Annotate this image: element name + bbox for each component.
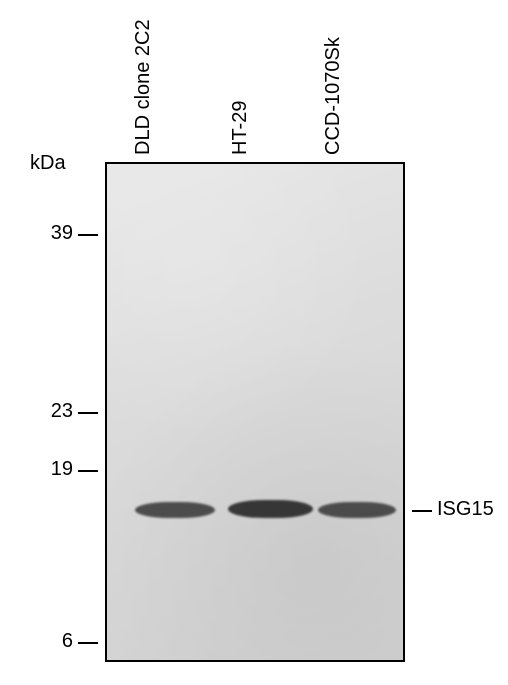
protein-label: ISG15 — [437, 498, 494, 521]
band-lane-2 — [228, 500, 313, 518]
mw-marker-6: 6 — [55, 630, 73, 653]
mw-marker-23: 23 — [43, 400, 73, 423]
mw-tick-39 — [78, 234, 98, 236]
axis-unit-label: kDa — [30, 152, 66, 175]
mw-tick-19 — [78, 470, 98, 472]
lane-label-1: DLD clone 2C2 — [132, 19, 155, 155]
mw-tick-6 — [78, 642, 98, 644]
band-lane-1 — [135, 502, 215, 518]
mw-marker-19: 19 — [43, 458, 73, 481]
mw-tick-23 — [78, 412, 98, 414]
blot-texture — [107, 164, 403, 660]
band-lane-3 — [318, 502, 396, 518]
blot-background — [107, 164, 403, 660]
figure-container: kDa DLD clone 2C2 HT-29 CCD-1070Sk 39 23… — [0, 0, 508, 685]
protein-tick — [412, 510, 432, 512]
mw-marker-39: 39 — [43, 222, 73, 245]
lane-label-3: CCD-1070Sk — [322, 37, 345, 155]
lane-label-2: HT-29 — [229, 101, 252, 155]
western-blot-image — [105, 162, 405, 662]
